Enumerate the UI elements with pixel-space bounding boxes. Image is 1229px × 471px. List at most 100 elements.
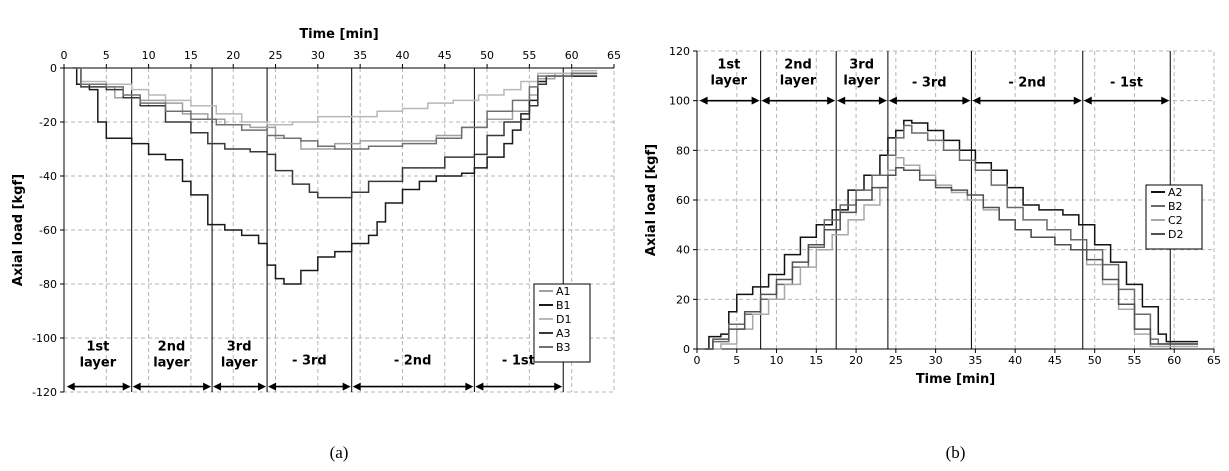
x-tick-label: 65: [607, 49, 621, 62]
phase-label: - 1st: [1110, 76, 1143, 91]
phase-label: - 2nd: [1008, 76, 1046, 91]
legend-entry-b1: B1: [556, 299, 571, 312]
chart-caption: (b): [946, 443, 966, 462]
series-line-b2: [705, 124, 1199, 350]
x-tick-label: 30: [929, 354, 943, 367]
legend-entry-b3: B3: [556, 341, 571, 354]
phase-arrow-head-right: [878, 96, 887, 105]
phase-label: layer: [80, 356, 117, 371]
phase-label: - 3rd: [292, 354, 327, 369]
phase-arrow-head-left: [66, 382, 75, 391]
y-tick-label: -80: [39, 278, 57, 291]
y-tick-label: 60: [676, 194, 690, 207]
phase-arrow-head-left: [761, 96, 770, 105]
phase-arrow-head-left: [475, 382, 484, 391]
x-tick-label: 65: [1207, 354, 1221, 367]
series-line-d1: [72, 67, 598, 126]
legend-entry-d2: D2: [1168, 228, 1183, 241]
chart-b-axial-load-positive: 0 5 10 15 20 25 30 35 40 45 50 55 60 65 0 20 40 60 80 100 12…: [644, 45, 1221, 462]
x-tick-label: 25: [269, 49, 283, 62]
chart-caption: (a): [330, 443, 349, 462]
phase-arrow-head-right: [962, 96, 971, 105]
phase-label: - 3rd: [912, 76, 947, 91]
phase-label: - 1st: [502, 354, 535, 369]
phase-label: 2nd: [784, 58, 812, 73]
y-tick-label: 80: [676, 144, 690, 157]
phase-arrow-head-left: [888, 96, 897, 105]
x-tick-label: 20: [226, 49, 240, 62]
phase-arrow-head-right: [203, 382, 212, 391]
y-tick-label: -100: [32, 332, 57, 345]
chart-a-axial-load-negative: 0 5 10 15 20 25 30 35 40 45 50 55 60 65 0 -20 -40 -60 -80 -…: [11, 27, 621, 462]
phase-label: layer: [780, 74, 817, 89]
series-line-c2: [705, 157, 1199, 350]
x-tick-label: 50: [1088, 354, 1102, 367]
y-axis-title: Axial load [kgf]: [644, 144, 659, 256]
phase-arrow-head-right: [1161, 96, 1170, 105]
y-tick-label: -20: [39, 116, 57, 129]
phase-arrow-head-left: [213, 382, 222, 391]
x-tick-label: 35: [353, 49, 367, 62]
series-line-d2: [705, 166, 1199, 350]
x-tick-label: 10: [142, 49, 156, 62]
phase-arrow-head-left: [132, 382, 141, 391]
y-tick-label: 20: [676, 293, 690, 306]
x-tick-label: 40: [1008, 354, 1022, 367]
series-line-a2: [705, 119, 1199, 350]
x-tick-label: 45: [438, 49, 452, 62]
series-line-a1: [72, 67, 598, 150]
series-line-b3: [72, 67, 598, 150]
phase-arrow-head-right: [1073, 96, 1082, 105]
x-axis-title: Time [min]: [299, 27, 378, 42]
x-axis-title: Time [min]: [916, 372, 995, 387]
phase-arrow-head-left: [972, 96, 981, 105]
phase-label: 1st: [86, 340, 109, 355]
phase-arrow-head-left: [837, 96, 846, 105]
legend-entry-b2: B2: [1168, 200, 1183, 213]
x-tick-label: 5: [103, 49, 110, 62]
x-tick-label: 60: [1167, 354, 1181, 367]
phase-arrow-head-right: [827, 96, 836, 105]
x-tick-label: 55: [522, 49, 536, 62]
phase-label: layer: [843, 74, 880, 89]
phase-label: layer: [711, 74, 748, 89]
x-tick-label: 15: [184, 49, 198, 62]
y-tick-label: 0: [683, 343, 690, 356]
x-tick-label: 10: [770, 354, 784, 367]
legend-entry-c2: C2: [1168, 214, 1183, 227]
y-tick-label: -120: [32, 386, 57, 399]
y-tick-label: -60: [39, 224, 57, 237]
series-line-a3: [72, 67, 598, 199]
phase-arrow-head-right: [258, 382, 267, 391]
phase-arrow-head-left: [268, 382, 277, 391]
x-tick-label: 35: [968, 354, 982, 367]
phase-label: - 2nd: [394, 354, 432, 369]
phase-label: 3rd: [227, 340, 252, 355]
y-tick-label: 120: [669, 45, 690, 58]
phase-arrow-head-right: [122, 382, 131, 391]
legend-entry-a2: A2: [1168, 186, 1183, 199]
phase-label: 1st: [717, 58, 740, 73]
x-tick-label: 30: [311, 49, 325, 62]
legend-box: [533, 283, 591, 363]
legend-entry-a3: A3: [556, 327, 571, 340]
y-tick-label: 100: [669, 95, 690, 108]
y-tick-label: 40: [676, 244, 690, 257]
phase-label: 2nd: [158, 340, 186, 355]
x-tick-label: 20: [849, 354, 863, 367]
x-tick-label: 5: [733, 354, 740, 367]
phase-arrow-head-left: [1083, 96, 1092, 105]
legend-box: [1145, 184, 1203, 250]
phase-label: layer: [221, 356, 258, 371]
x-tick-label: 50: [480, 49, 494, 62]
phase-label: layer: [153, 356, 190, 371]
phase-arrow-head-right: [465, 382, 474, 391]
series-line-b1: [72, 67, 598, 285]
phase-label: 3rd: [849, 58, 874, 73]
phase-arrow-head-left: [352, 382, 361, 391]
x-tick-label: 40: [395, 49, 409, 62]
y-tick-label: -40: [39, 170, 57, 183]
